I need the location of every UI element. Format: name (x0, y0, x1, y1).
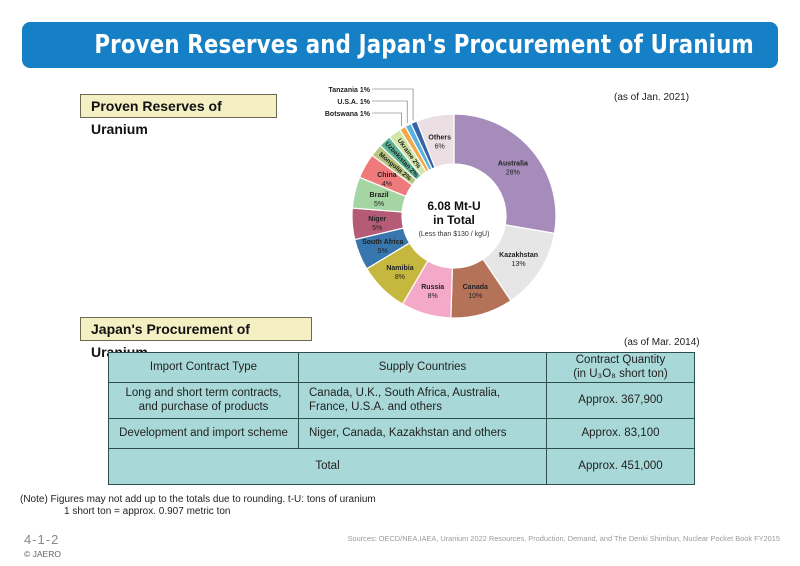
header-contract-type: Import Contract Type (108, 352, 299, 383)
slice-others (416, 113, 455, 169)
copyright: © JAERO (24, 549, 61, 559)
label-brazil: Brazil (370, 192, 389, 199)
footnote: (Note) Figures may not add up to the tot… (20, 494, 376, 518)
table-total-row: Total Approx. 451,000 (108, 448, 695, 485)
slice-australia (453, 113, 557, 235)
row-supply-countries: Niger, Canada, Kazakhstan and others (298, 418, 547, 449)
label-niger: Niger (368, 216, 386, 223)
center-total-value: 6.08 Mt-U (427, 199, 480, 213)
value-australia: 28% (506, 169, 520, 176)
header-contract-quantity: Contract Quantity (in U₃O₈ short ton) (546, 352, 695, 383)
table-row: Development and import scheme Niger, Can… (108, 418, 695, 449)
value-south-africa: 5% (378, 248, 388, 255)
table-row: Long and short term contracts, and purch… (108, 382, 695, 419)
leader-tanzania (372, 88, 414, 121)
donut-labels: Australia 28% Kazakhstan 13% Canada 10% Russia… (325, 87, 538, 300)
table-header-row: Import Contract Type Supply Countries Co… (108, 352, 695, 383)
center-total-label: in Total (433, 213, 475, 227)
value-niger: 5% (372, 225, 382, 232)
label-botswana: Botswana 1% (325, 111, 371, 118)
value-russia: 8% (428, 293, 438, 300)
reserves-as-of: (as of Jan. 2021) (614, 92, 690, 103)
row-countries-line1: Canada, U.K., South Africa, Australia, (309, 386, 501, 399)
row-type-line1: Long and short term contracts, (125, 386, 282, 399)
value-namibia: 8% (395, 274, 405, 281)
value-others: 6% (435, 143, 445, 150)
value-canada: 10% (468, 293, 482, 300)
label-canada: Canada (463, 284, 488, 291)
label-china: China (377, 172, 397, 179)
center-total-sub: (Less than $130 / kgU) (419, 231, 490, 238)
donut-center-label: 6.08 Mt-U in Total (Less than $130 / kgU… (419, 199, 490, 238)
row-quantity: Approx. 367,900 (546, 382, 695, 419)
sources: Sources: OECD/NEA,IAEA, Uranium 2022 Res… (347, 534, 780, 543)
total-quantity: Approx. 451,000 (546, 448, 695, 485)
procurement-table: Import Contract Type Supply Countries Co… (108, 352, 695, 485)
leader-botswana (372, 112, 402, 127)
label-tanzania: Tanzania 1% (329, 87, 371, 94)
donut-slices (351, 113, 557, 319)
value-kazakhstan: 13% (512, 261, 526, 268)
footnote-line1: (Note) Figures may not add up to the tot… (20, 494, 376, 505)
leader-u-s-a (372, 100, 408, 124)
total-label: Total (108, 448, 547, 485)
figure-number: 4-1-2 (24, 532, 60, 547)
label-australia: Australia (498, 160, 528, 167)
donut-leader-lines (372, 88, 414, 127)
value-china: 4% (382, 181, 392, 188)
reserves-section-label: Proven Reserves of Uranium (80, 94, 277, 137)
page-title-banner: Proven Reserves and Japan's Procurement … (22, 22, 778, 68)
page-title: Proven Reserves and Japan's Procurement … (94, 30, 754, 60)
label-namibia: Namibia (386, 265, 413, 272)
row-supply-countries: Canada, U.K., South Africa, Australia, F… (298, 382, 547, 419)
reserves-donut-chart: Australia 28% Kazakhstan 13% Canada 10% Russia… (325, 87, 557, 319)
header-supply-countries: Supply Countries (298, 352, 547, 383)
header-quantity-line2: (in U₃O₈ short ton) (573, 367, 668, 380)
label-u-s-a: U.S.A. 1% (337, 99, 370, 106)
label-others: Others (428, 134, 451, 141)
row-quantity: Approx. 83,100 (546, 418, 695, 449)
row-type-line2: and purchase of products (138, 400, 269, 413)
row-contract-type: Development and import scheme (108, 418, 299, 449)
label-kazakhstan: Kazakhstan (499, 252, 538, 259)
footnote-line2: 1 short ton = approx. 0.907 metric ton (64, 506, 231, 517)
procurement-section-label: Japan's Procurement of Uranium (80, 317, 312, 360)
procurement-as-of: (as of Mar. 2014) (624, 337, 700, 348)
value-brazil: 5% (374, 201, 384, 208)
row-contract-type: Long and short term contracts, and purch… (108, 382, 299, 419)
label-south-africa: South Africa (362, 239, 403, 246)
row-countries-line2: France, U.S.A. and others (309, 400, 442, 413)
header-quantity-line1: Contract Quantity (575, 353, 666, 366)
label-russia: Russia (421, 284, 444, 291)
